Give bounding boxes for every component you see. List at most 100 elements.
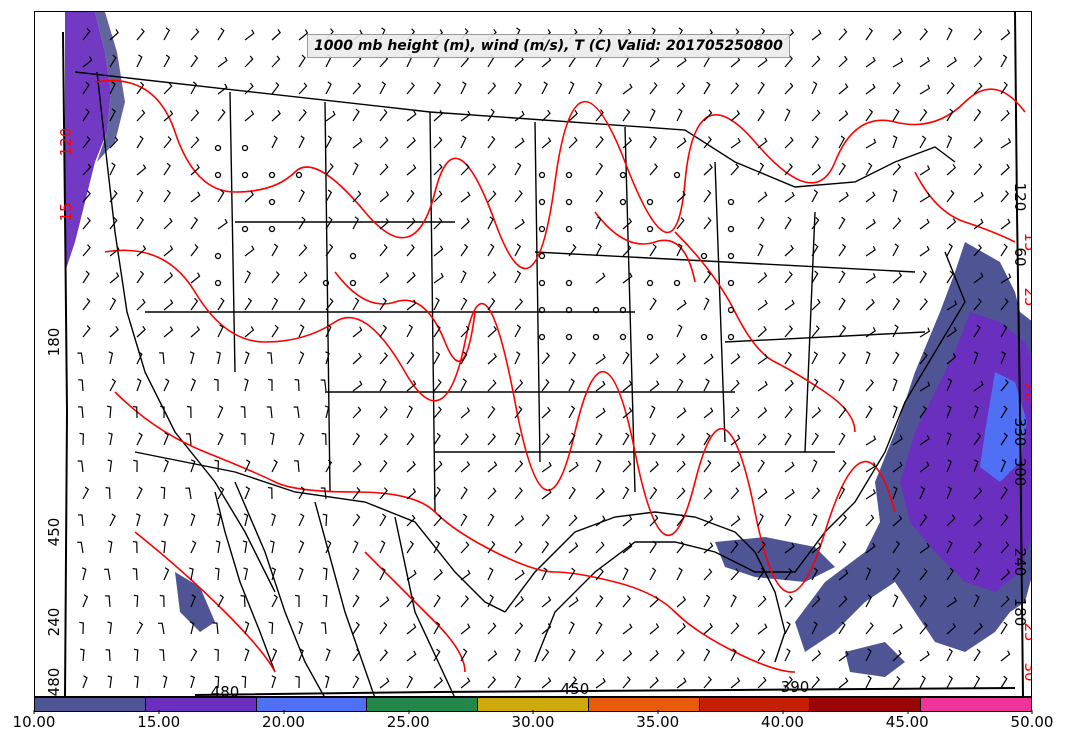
wind-barb [919,461,930,473]
wind-barb [107,540,113,554]
wind-barb [811,650,822,662]
wind-barb [244,82,254,95]
wind-barb [541,433,550,446]
wind-barb [324,675,330,689]
wind-barb [487,190,497,203]
wind-barb [217,432,224,446]
wind-barb [838,243,847,257]
wind-barb [433,676,443,689]
wind-barb [190,81,198,95]
wind-barb [217,218,228,230]
calm-wind-circle [322,279,330,287]
wind-barb [784,595,793,608]
calm-wind-circle [565,306,573,314]
wind-barb [487,108,495,122]
wind-barb [105,595,111,608]
wind-barb [163,27,171,41]
wind-barb [973,191,984,203]
colorbar-segment [367,698,479,711]
calm-wind-circle [268,198,276,206]
wind-barb [460,407,471,419]
wind-barb [433,486,441,500]
wind-barb [865,594,872,608]
wind-barb [676,299,687,311]
wind-barb [163,299,174,311]
wind-barb [622,460,632,473]
wind-barb [865,542,876,554]
wind-barb [919,270,927,284]
wind-barb [946,82,955,95]
wind-barb [622,380,633,392]
wind-barb [352,82,362,95]
wind-barb [163,189,171,203]
wind-barb [865,298,875,311]
wind-barb [811,270,819,284]
wind-barb [217,324,224,338]
wind-barb [295,675,300,689]
wind-barb [214,648,219,662]
wind-barb [865,191,876,203]
wind-barb [541,514,550,527]
wind-barb [136,486,143,500]
wind-barb [919,165,931,176]
wind-barb [919,108,928,122]
wind-barb [892,515,903,527]
wind-barb [433,351,441,365]
mexico-us-border [134,451,506,613]
wind-barb [79,432,85,446]
wind-barb [216,351,221,365]
wind-barb [595,621,603,635]
wind-barb [676,108,683,122]
wind-barb [568,676,577,689]
wind-barb [757,56,768,68]
state-line-1 [229,91,236,373]
wind-barb [622,595,631,608]
colorbar-tick-label: 10.00 [12,710,56,731]
wind-barb [215,540,221,554]
wind-barb [541,567,548,581]
state-line-12 [534,251,916,273]
colorbar-segment [810,698,922,711]
wind-barb [352,137,363,149]
colorbar-segment [478,698,589,711]
wind-barb [838,595,848,608]
wind-barb [406,110,417,122]
wind-barb [595,677,606,689]
wind-barb [243,513,249,527]
wind-barb [919,352,928,365]
wind-barb [568,405,576,419]
wind-barb [320,379,327,392]
wind-barb [271,243,279,257]
wind-barb [730,648,737,662]
wind-barb [109,325,119,338]
wind-barb [82,486,90,500]
wind-barb [190,513,196,527]
wind-barb [433,406,442,419]
wind-barb [676,541,685,554]
wind-barb [487,216,494,230]
wind-barb [244,378,249,392]
wind-barb [214,567,220,581]
wind-barb [379,218,390,230]
wind-barb [460,243,469,257]
wind-barb [865,246,876,257]
wind-barb [185,433,192,446]
wind-barb [541,378,550,392]
wind-barb [946,300,958,311]
wind-barb [244,648,250,662]
temp-contour-7 [334,271,476,362]
wind-barb [784,299,795,311]
wind-barb [433,594,441,608]
map-canvas: 180 450 240 480 480 450 390 120 60 330 300 240 180 1… [45,12,1031,696]
wind-barb [406,189,415,203]
wind-barb [1000,541,1010,554]
wind-barb [730,82,740,95]
colorbar-tick-label: 50.00 [1010,710,1054,731]
temp-contour-6 [914,171,1016,243]
wind-barb [109,162,116,176]
wind-barb [109,81,116,95]
wind-barb [595,136,604,149]
wind-barb [703,378,710,392]
wind-barb [730,515,741,527]
wind-barb [190,136,200,149]
